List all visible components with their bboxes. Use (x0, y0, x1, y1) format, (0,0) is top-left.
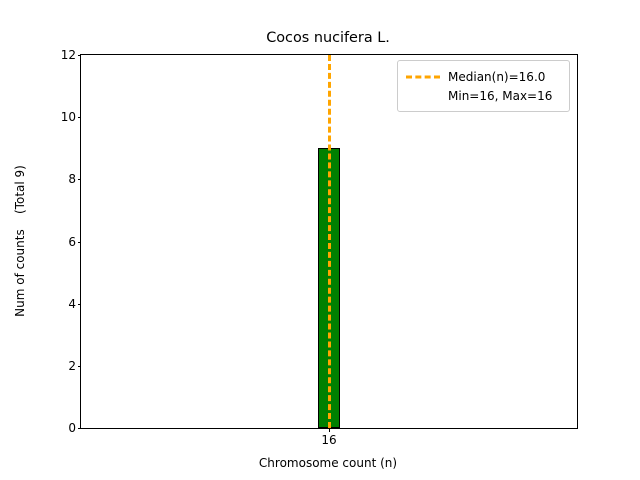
x-axis-label: Chromosome count (n) (258, 456, 398, 470)
chart-title: Cocos nucifera L. (266, 30, 390, 46)
y-tick-label: 12 (60, 48, 76, 62)
y-axis-label-container: Num of counts (Total 9) (0, 54, 40, 427)
y-tick-mark (77, 117, 81, 119)
y-tick-mark (77, 179, 81, 181)
y-tick-mark (77, 241, 81, 243)
x-tick-mark (329, 428, 330, 432)
y-axis-label: Num of counts (Total 9) (13, 165, 27, 317)
legend-label-median: Median(n)=16.0 (448, 69, 546, 84)
plot-area: 0 2 4 6 8 10 12 16 (61, 49, 578, 447)
y-tick-label: 8 (68, 172, 76, 187)
legend-item-minmax: Min=16, Max=16 (406, 86, 561, 105)
y-tick-mark (77, 428, 81, 429)
y-tick-label: 4 (68, 296, 76, 311)
y-axis-label-line1: Num of counts (13, 228, 27, 317)
y-tick-label: 0 (68, 421, 76, 435)
legend-item-median: Median(n)=16.0 (406, 67, 561, 86)
dashed-line-icon (406, 71, 440, 83)
y-tick-label: 2 (68, 358, 76, 373)
y-axis-label-line2: (Total 9) (13, 164, 27, 214)
legend-label-minmax: Min=16, Max=16 (448, 88, 553, 103)
chart-legend: Median(n)=16.0 Min=16, Max=16 (397, 60, 570, 112)
y-axis-label-spacer (13, 214, 27, 229)
y-tick-mark (77, 365, 81, 367)
y-tick-mark (77, 303, 81, 305)
plot-inner (81, 55, 577, 428)
y-tick-mark (77, 55, 81, 56)
y-tick-label: 6 (68, 234, 76, 249)
x-tick-label: 16 (321, 433, 337, 447)
y-tick-label: 10 (60, 110, 76, 125)
median-line (327, 55, 331, 428)
